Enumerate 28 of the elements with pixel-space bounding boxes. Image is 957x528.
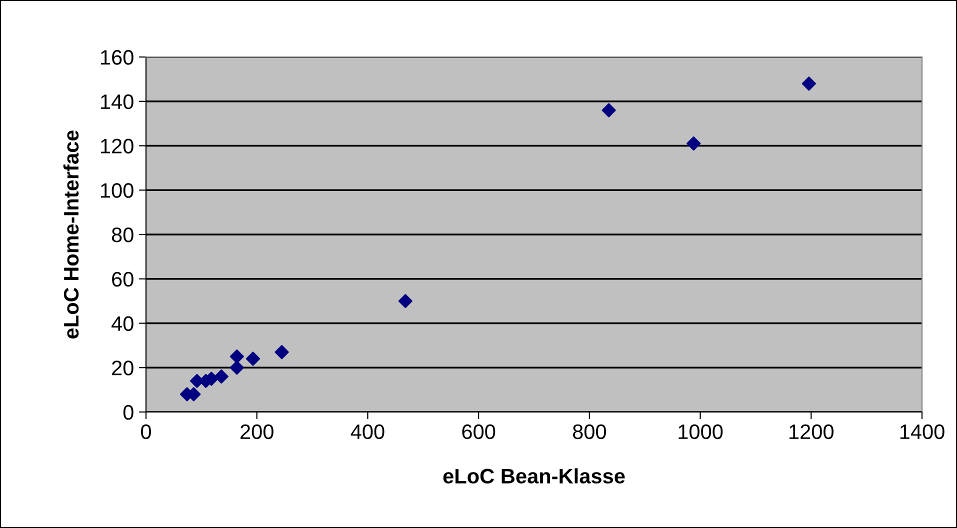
x-tick-label: 1200 bbox=[790, 424, 834, 440]
x-tick-label: 400 bbox=[350, 424, 384, 440]
x-tick-label: 600 bbox=[462, 424, 496, 440]
y-tick-label: 100 bbox=[101, 183, 134, 198]
point bbox=[274, 345, 289, 360]
y-tick-label: 140 bbox=[101, 94, 134, 110]
x-axis-title: eLoC Bean-Klasse bbox=[443, 468, 625, 484]
y-tick-label: 160 bbox=[101, 50, 134, 65]
y-tick-label: 20 bbox=[112, 360, 134, 376]
x-tick-label: 0 bbox=[141, 424, 151, 440]
point bbox=[246, 352, 260, 366]
point bbox=[602, 103, 616, 118]
point bbox=[230, 349, 244, 364]
point bbox=[398, 294, 412, 308]
x-tick-label: 1400 bbox=[900, 424, 944, 440]
point bbox=[230, 360, 244, 375]
y-tick-label: 40 bbox=[112, 316, 134, 332]
y-tick-label: 80 bbox=[112, 228, 134, 242]
x-tick-label: 800 bbox=[572, 424, 606, 440]
y-axis-title: eLoC Home-Interface bbox=[63, 130, 79, 338]
point bbox=[802, 76, 816, 91]
y-tick-label: 60 bbox=[112, 272, 134, 287]
y-tick-label: 120 bbox=[101, 138, 134, 154]
y-tick-label: 0 bbox=[123, 405, 134, 420]
x-tick-label: 200 bbox=[240, 424, 274, 440]
x-tick-label: 1000 bbox=[678, 424, 723, 440]
point bbox=[686, 136, 701, 151]
point bbox=[214, 369, 228, 384]
